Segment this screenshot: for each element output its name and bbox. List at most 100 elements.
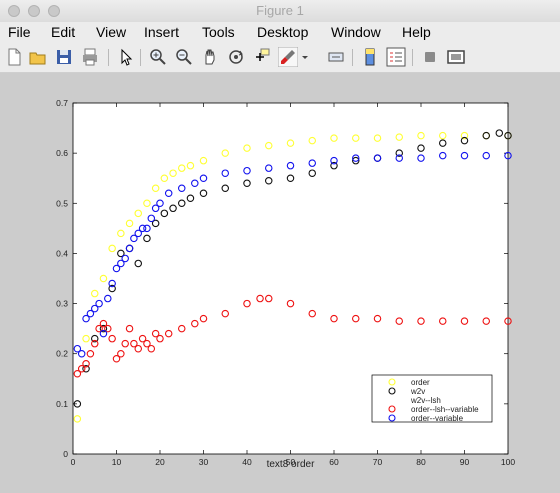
marker-order--lsh--variable bbox=[460, 317, 469, 325]
toolbar-separator bbox=[108, 49, 109, 66]
marker-order bbox=[151, 184, 160, 192]
select-pointer-icon[interactable] bbox=[116, 47, 136, 67]
rotate-3d-icon[interactable] bbox=[226, 47, 246, 67]
marker-order--lsh--variable bbox=[482, 317, 490, 325]
marker-order--lsh--variable bbox=[112, 354, 121, 363]
marker-order--lsh--variable bbox=[73, 370, 82, 378]
marker-order--variable bbox=[308, 159, 316, 167]
figure-toolbar bbox=[0, 44, 560, 73]
marker-order--variable bbox=[199, 174, 208, 182]
marker-order bbox=[243, 144, 251, 152]
brush-icon[interactable] bbox=[278, 47, 298, 67]
x-tick-label: 50 bbox=[286, 457, 296, 467]
marker-w2v bbox=[99, 324, 108, 333]
marker-order bbox=[330, 134, 338, 142]
x-tick-label: 60 bbox=[329, 457, 339, 467]
menu-help[interactable]: Help bbox=[402, 24, 431, 40]
marker-order--lsh--variable bbox=[147, 344, 156, 353]
marker-order--variable bbox=[221, 169, 230, 177]
x-tick-label: 70 bbox=[373, 457, 383, 467]
marker-order bbox=[264, 141, 273, 150]
marker-order bbox=[125, 219, 134, 228]
marker-order--variable bbox=[351, 154, 360, 162]
marker-order bbox=[117, 229, 125, 238]
menu-desktop[interactable]: Desktop bbox=[257, 24, 309, 40]
marker-order--variable bbox=[264, 164, 273, 172]
marker-order--lsh--variable bbox=[417, 317, 425, 325]
menu-edit[interactable]: Edit bbox=[51, 24, 76, 40]
marker-order--lsh--variable bbox=[438, 317, 447, 325]
save-icon[interactable] bbox=[54, 47, 74, 67]
marker-order bbox=[417, 131, 425, 140]
marker-order bbox=[199, 156, 208, 165]
legend-label: order--variable bbox=[411, 414, 464, 423]
menu-file[interactable]: File bbox=[8, 24, 31, 40]
legend-label: order bbox=[411, 378, 430, 387]
marker-order--lsh--variable bbox=[286, 299, 295, 308]
zoom-window-button[interactable] bbox=[48, 5, 60, 17]
menu-window[interactable]: Window bbox=[331, 24, 381, 40]
x-tick-label: 80 bbox=[416, 457, 426, 467]
insert-legend-icon[interactable] bbox=[386, 47, 406, 67]
marker-order--variable bbox=[243, 166, 251, 175]
print-icon[interactable] bbox=[80, 47, 100, 67]
marker-order--variable bbox=[151, 204, 160, 213]
marker-order--lsh--variable bbox=[99, 319, 108, 328]
marker-order--variable bbox=[73, 344, 82, 353]
marker-order--variable bbox=[482, 151, 490, 160]
brush-dropdown-icon[interactable] bbox=[300, 47, 310, 67]
marker-w2v bbox=[143, 234, 151, 243]
marker-order--lsh--variable bbox=[125, 324, 134, 333]
marker-order bbox=[373, 134, 382, 142]
menu-tools[interactable]: Tools bbox=[202, 24, 235, 40]
marker-order--variable bbox=[417, 154, 425, 162]
marker-order--lsh--variable bbox=[121, 339, 129, 348]
y-tick-label: 0.7 bbox=[56, 98, 68, 108]
marker-order--variable bbox=[99, 329, 108, 338]
x-tick-label: 100 bbox=[501, 457, 515, 467]
x-tick-label: 0 bbox=[71, 457, 76, 467]
menu-view[interactable]: View bbox=[96, 24, 127, 40]
marker-order--variable bbox=[104, 294, 112, 303]
marker-order--lsh--variable bbox=[256, 294, 264, 303]
marker-w2v bbox=[117, 249, 125, 258]
axis-ticks: 0 10 20 30 40 50 60 70 80 90 100 0 0.1 0.2 0.3 0.4 0.5 0.… bbox=[56, 98, 515, 467]
menu-insert[interactable]: Insert bbox=[144, 24, 180, 40]
marker-order--lsh--variable bbox=[91, 339, 99, 348]
legend[interactable]: orderw2vw2v--lshorder--lsh--variableorde… bbox=[371, 374, 493, 423]
marker-order bbox=[186, 161, 195, 170]
marker-order bbox=[169, 169, 177, 177]
marker-order--lsh--variable bbox=[178, 324, 186, 333]
window-title: Figure 1 bbox=[256, 3, 304, 18]
open-file-icon[interactable] bbox=[28, 47, 48, 67]
marker-order--lsh--variable bbox=[395, 317, 403, 325]
toolbar-separator bbox=[140, 49, 141, 66]
show-plot-tools-icon[interactable] bbox=[446, 47, 466, 67]
marker-order bbox=[82, 334, 90, 343]
hide-plot-tools-icon[interactable] bbox=[420, 47, 440, 67]
close-window-button[interactable] bbox=[8, 5, 20, 17]
marker-order--variable bbox=[330, 156, 338, 165]
marker-order--lsh--variable bbox=[504, 317, 512, 325]
new-figure-icon[interactable] bbox=[4, 47, 24, 67]
marker-order--variable bbox=[108, 279, 116, 288]
marker-order--variable bbox=[143, 224, 151, 233]
marker-order--variable bbox=[438, 151, 447, 160]
marker-order bbox=[351, 134, 360, 142]
link-plot-icon[interactable] bbox=[326, 47, 346, 67]
marker-order--variable bbox=[504, 151, 512, 160]
marker-order bbox=[178, 164, 186, 172]
x-tick-label: 90 bbox=[460, 457, 470, 467]
marker-order bbox=[395, 133, 403, 141]
x-axis-label: text8 order bbox=[267, 459, 315, 470]
zoom-out-icon[interactable] bbox=[174, 47, 194, 67]
data-cursor-icon[interactable] bbox=[252, 47, 272, 67]
zoom-in-icon[interactable] bbox=[148, 47, 168, 67]
minimize-window-button[interactable] bbox=[28, 5, 40, 17]
marker-order bbox=[73, 415, 82, 423]
marker-w2v bbox=[82, 365, 90, 373]
pan-hand-icon[interactable] bbox=[200, 47, 220, 67]
marker-order--variable bbox=[82, 314, 90, 323]
insert-colorbar-icon[interactable] bbox=[360, 47, 380, 67]
figure-canvas: 0 10 20 30 40 50 60 70 80 90 100 0 0.1 0.2 0.3 0.4 0.5 0.… bbox=[0, 73, 560, 493]
